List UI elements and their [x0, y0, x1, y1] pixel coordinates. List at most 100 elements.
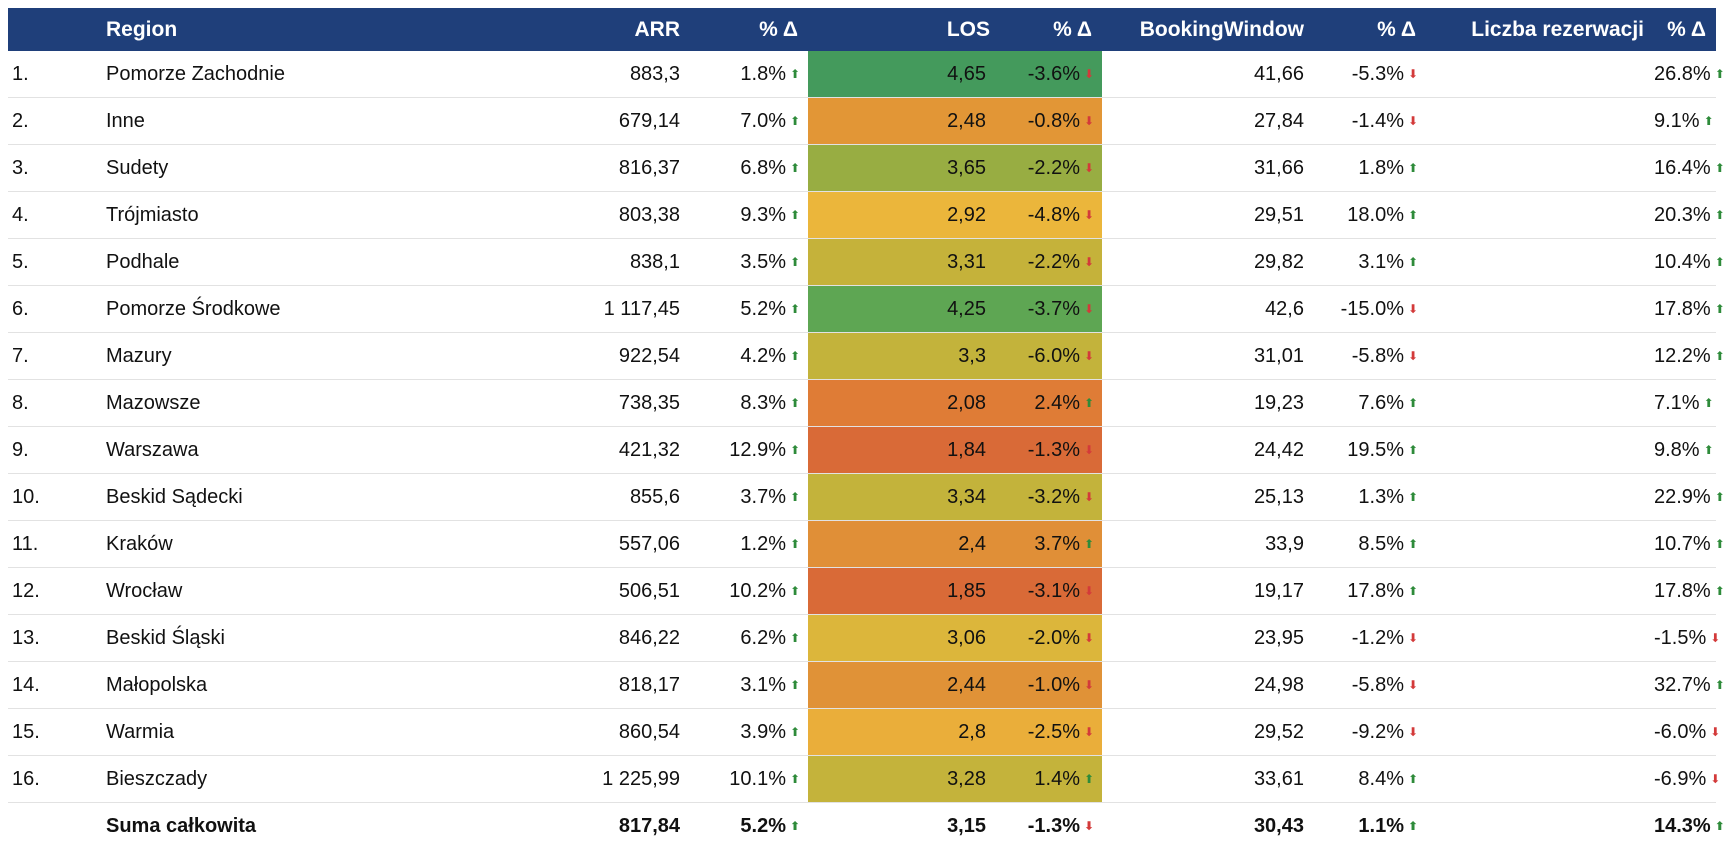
bw-delta-value: 18.0% [1347, 204, 1404, 226]
bw-delta-value: 3.1% [1358, 251, 1404, 273]
region-name: Mazowsze [96, 380, 478, 427]
res-delta-value: 16.4% [1654, 157, 1711, 179]
arrow-up-icon: ⬆ [1408, 772, 1416, 786]
arr-delta-value: 9.3% [740, 204, 786, 226]
los-value: 1,84 [808, 427, 1000, 474]
res-delta-value: 7.1% [1654, 392, 1700, 414]
region-table: Region ARR % Δ LOS % Δ BookingWindow % Δ… [8, 8, 1716, 849]
bw-delta: 8.5%⬆ [1314, 521, 1426, 568]
col-arr-header[interactable]: ARR [478, 8, 690, 51]
arrow-up-icon: ⬆ [1715, 537, 1723, 551]
los-delta-value: -0.8% [1028, 110, 1080, 132]
row-index: 12. [8, 568, 96, 615]
col-region-header[interactable]: Region [96, 8, 478, 51]
arrow-up-icon: ⬆ [1715, 161, 1723, 175]
arrow-up-icon: ⬆ [1408, 396, 1416, 410]
arr-value: 816,37 [478, 145, 690, 192]
arrow-up-icon: ⬆ [1408, 255, 1416, 269]
bw-delta: -15.0%⬇ [1314, 286, 1426, 333]
reservations-cell [1426, 333, 1654, 380]
row-index: 7. [8, 333, 96, 380]
arr-delta: 6.2%⬆ [690, 615, 808, 662]
bw-delta-value: 8.4% [1358, 768, 1404, 790]
arr-delta: 1.2%⬆ [690, 521, 808, 568]
arrow-up-icon: ⬆ [790, 396, 798, 410]
arr-delta-value: 10.1% [729, 768, 786, 790]
bw-delta-value: 1.8% [1358, 157, 1404, 179]
region-name: Mazury [96, 333, 478, 380]
col-los-delta-header[interactable]: % Δ [1000, 8, 1102, 51]
res-delta-value: 32.7% [1654, 674, 1711, 696]
arr-value: 818,17 [478, 662, 690, 709]
total-los: 3,15 [808, 803, 1000, 849]
arr-delta: 8.3%⬆ [690, 380, 808, 427]
total-arr-delta: 5.2%⬆ [690, 803, 808, 849]
los-delta: -3.6%⬇ [1000, 51, 1102, 98]
los-delta: -2.5%⬇ [1000, 709, 1102, 756]
reservations-cell [1426, 239, 1654, 286]
arrow-up-icon: ⬆ [1715, 208, 1723, 222]
arr-delta: 9.3% ⬆ [690, 192, 808, 239]
col-los-header[interactable]: LOS [808, 8, 1000, 51]
region-name: Sudety [96, 145, 478, 192]
res-delta: 9.8%⬆ [1654, 427, 1716, 474]
los-delta-value: 2.4% [1034, 392, 1080, 414]
col-bw-delta-header[interactable]: % Δ [1314, 8, 1426, 51]
row-index: 15. [8, 709, 96, 756]
col-reservations-header[interactable]: Liczba rezerwacji [1426, 8, 1654, 51]
total-res-delta-value: 14.3% [1654, 815, 1711, 837]
arrow-up-icon: ⬆ [1715, 67, 1723, 81]
col-booking-window-header[interactable]: BookingWindow [1102, 8, 1314, 51]
arrow-down-icon: ⬇ [1084, 349, 1092, 363]
los-value: 3,06 [808, 615, 1000, 662]
reservations-cell [1426, 192, 1654, 239]
arr-delta-value: 10.2% [729, 580, 786, 602]
arrow-up-icon: ⬆ [790, 114, 798, 128]
region-name: Warmia [96, 709, 478, 756]
arrow-up-icon: ⬆ [1084, 537, 1092, 551]
reservations-cell [1426, 615, 1654, 662]
los-delta: -3.7%⬇ [1000, 286, 1102, 333]
booking-window-value: 31,66 [1102, 145, 1314, 192]
reservations-cell [1426, 474, 1654, 521]
col-res-delta-header[interactable]: % Δ [1654, 8, 1716, 51]
arr-delta: 7.0%⬆ [690, 98, 808, 145]
reservations-cell [1426, 145, 1654, 192]
res-delta: 17.8%⬆ [1654, 286, 1716, 333]
booking-window-value: 33,9 [1102, 521, 1314, 568]
reservations-cell [1426, 286, 1654, 333]
arrow-up-icon: ⬆ [1715, 678, 1723, 692]
row-index: 6. [8, 286, 96, 333]
bw-delta-value: -5.8% [1352, 345, 1404, 367]
arr-value: 1 117,45 [478, 286, 690, 333]
los-delta: -2.0%⬇ [1000, 615, 1102, 662]
arrow-up-icon: ⬆ [790, 255, 798, 269]
col-arr-delta-header[interactable]: % Δ [690, 8, 808, 51]
arr-delta-value: 12.9% [729, 439, 786, 461]
los-delta-value: -3.6% [1028, 63, 1080, 85]
los-delta-value: -6.0% [1028, 345, 1080, 367]
res-delta: 22.9%⬆ [1654, 474, 1716, 521]
arrow-up-icon: ⬆ [790, 208, 798, 222]
total-los-delta-value: -1.3% [1028, 815, 1080, 837]
los-delta-value: -1.0% [1028, 674, 1080, 696]
los-value: 2,08 [808, 380, 1000, 427]
arrow-down-icon: ⬇ [1710, 725, 1718, 739]
reservations-cell [1426, 380, 1654, 427]
